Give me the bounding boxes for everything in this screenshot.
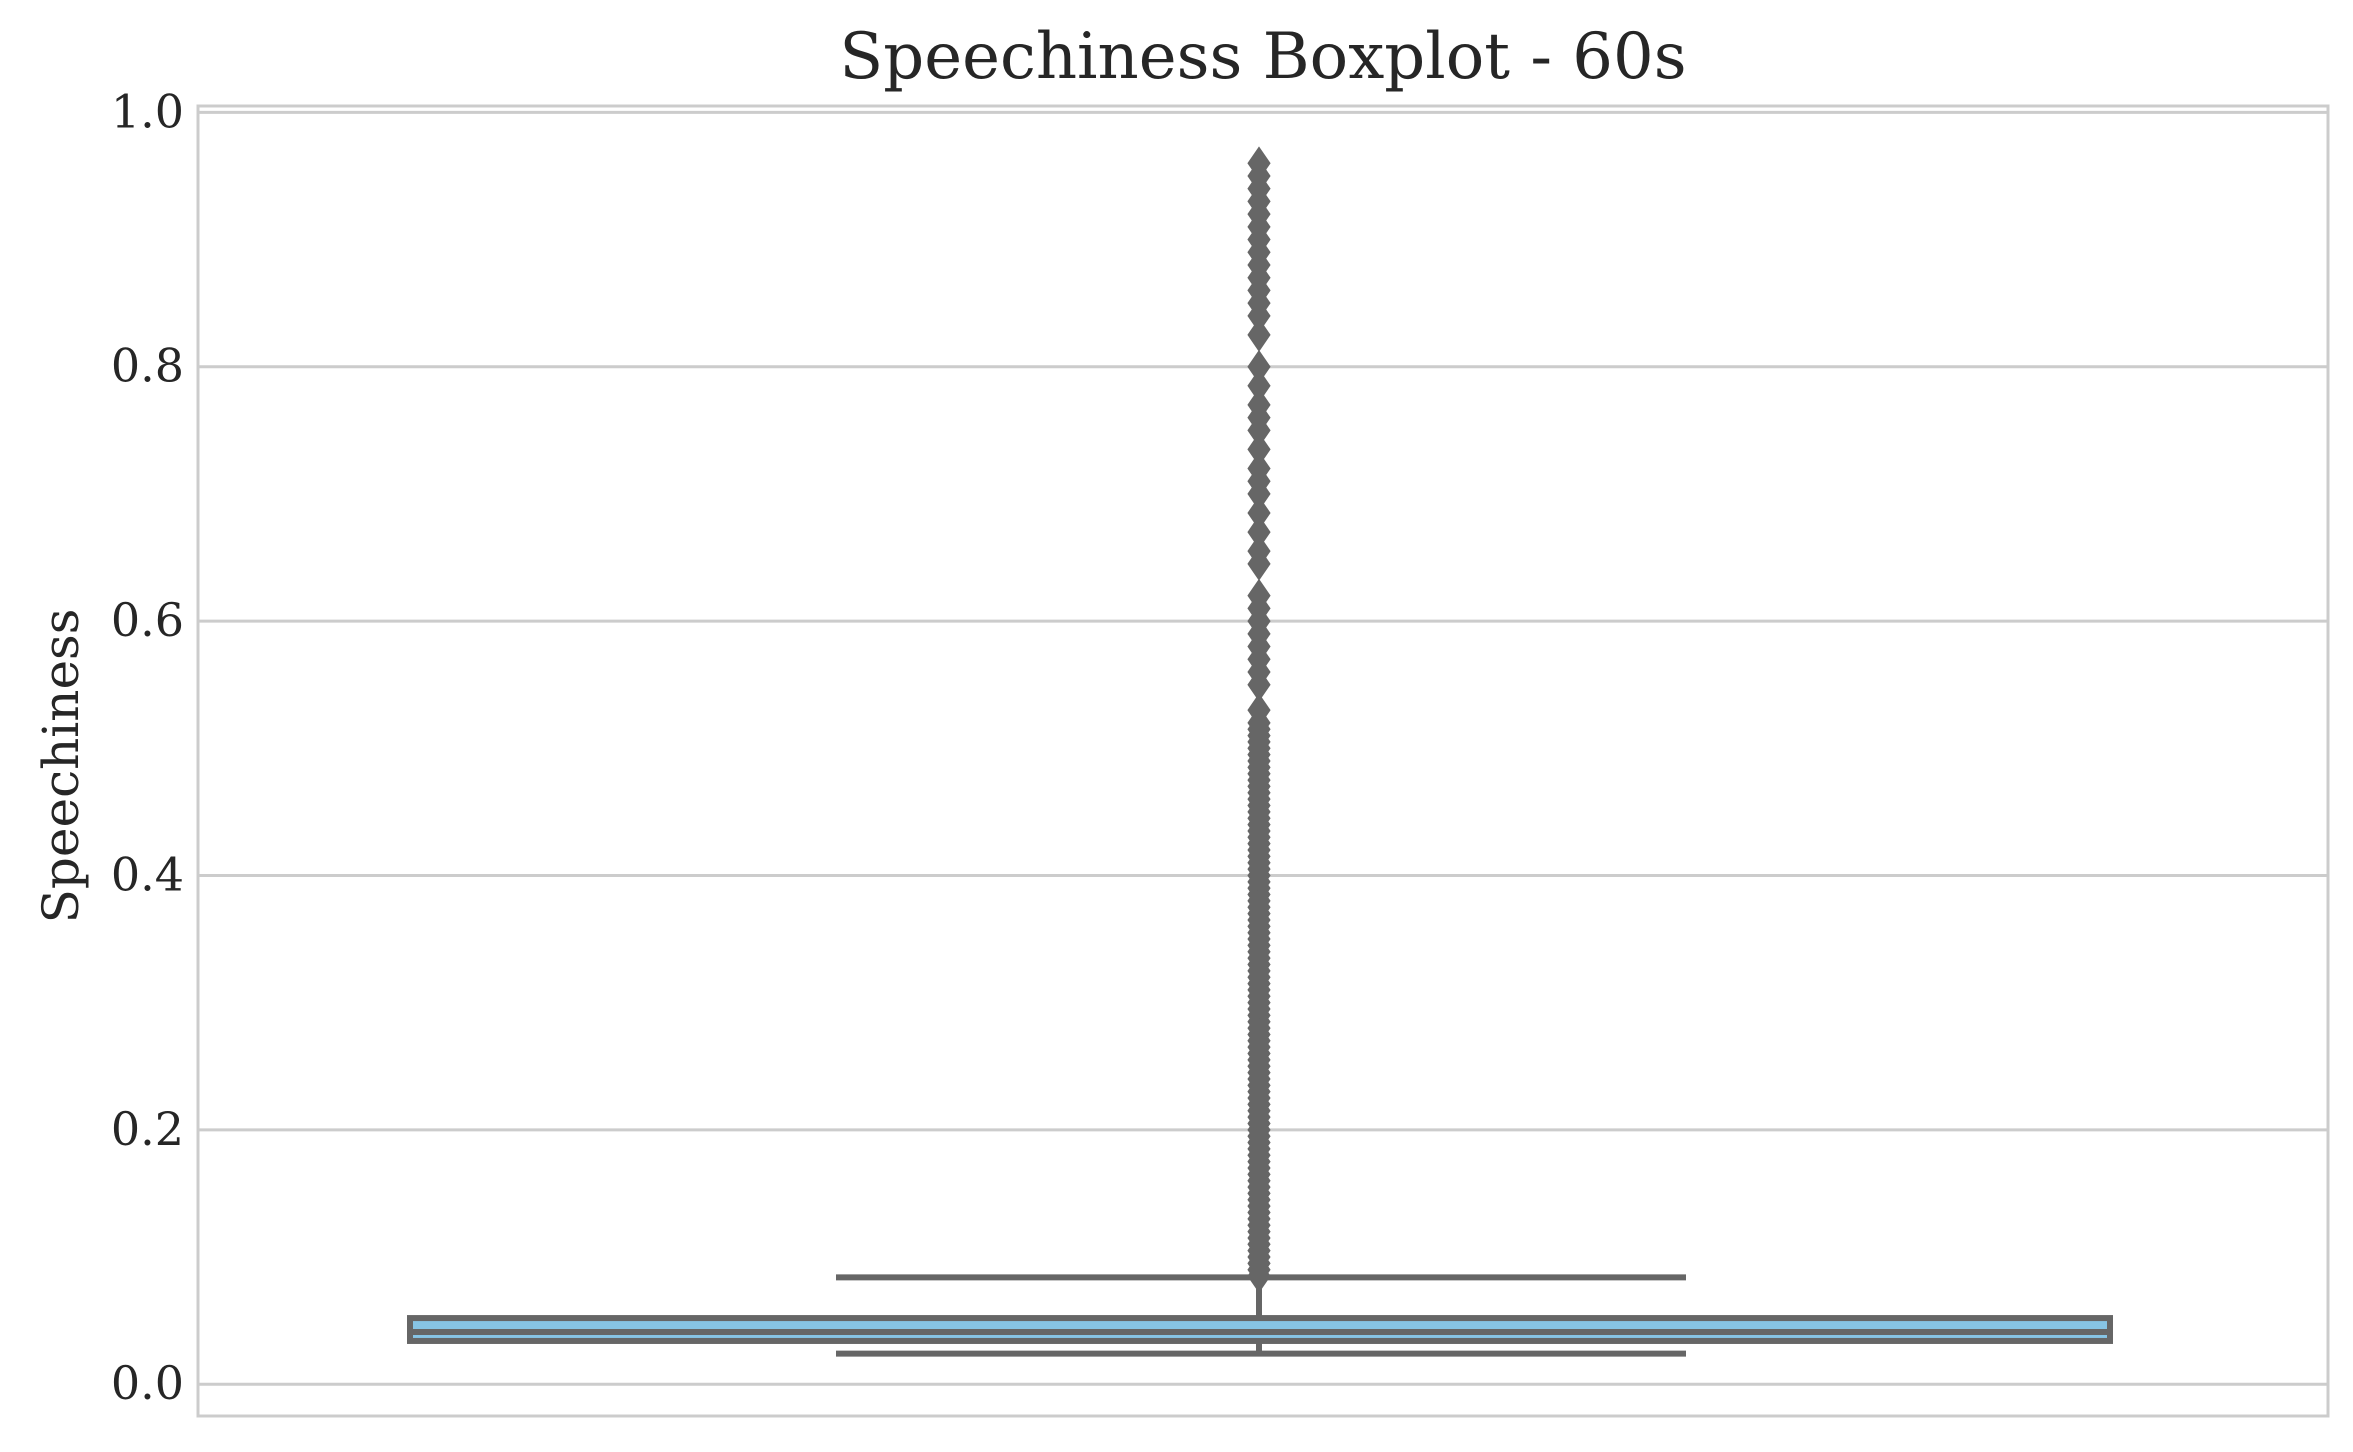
y-tick-label: 0.2 xyxy=(111,1102,184,1156)
y-tick-label: 0.8 xyxy=(111,339,184,393)
y-tick-labels: 0.0 0.2 0.4 0.6 0.8 1.0 xyxy=(111,84,184,1410)
outlier-point xyxy=(1247,388,1271,422)
y-tick-label: 0.4 xyxy=(111,847,184,901)
outlier-point xyxy=(1247,515,1271,549)
y-axis-label: Speechiness xyxy=(32,609,90,924)
outlier-point xyxy=(1247,432,1271,467)
outlier-point xyxy=(1247,534,1271,569)
outlier-point xyxy=(1247,451,1271,486)
y-tick-label: 0.6 xyxy=(111,593,184,647)
outlier-point xyxy=(1247,578,1271,613)
outlier-point xyxy=(1247,368,1271,403)
y-tick-label: 1.0 xyxy=(111,84,184,138)
plot-frame xyxy=(196,104,2330,1418)
box-group xyxy=(407,1274,2113,1357)
outlier-point xyxy=(1247,349,1271,384)
outlier-point xyxy=(1247,318,1271,352)
outlier-point xyxy=(1247,693,1271,728)
outlier-point xyxy=(1247,496,1271,530)
outlier-points xyxy=(1247,146,1271,1293)
y-tick-label: 0.0 xyxy=(111,1356,184,1410)
chart-title: Speechiness Boxplot - 60s xyxy=(839,20,1686,94)
outlier-point xyxy=(1247,146,1271,181)
